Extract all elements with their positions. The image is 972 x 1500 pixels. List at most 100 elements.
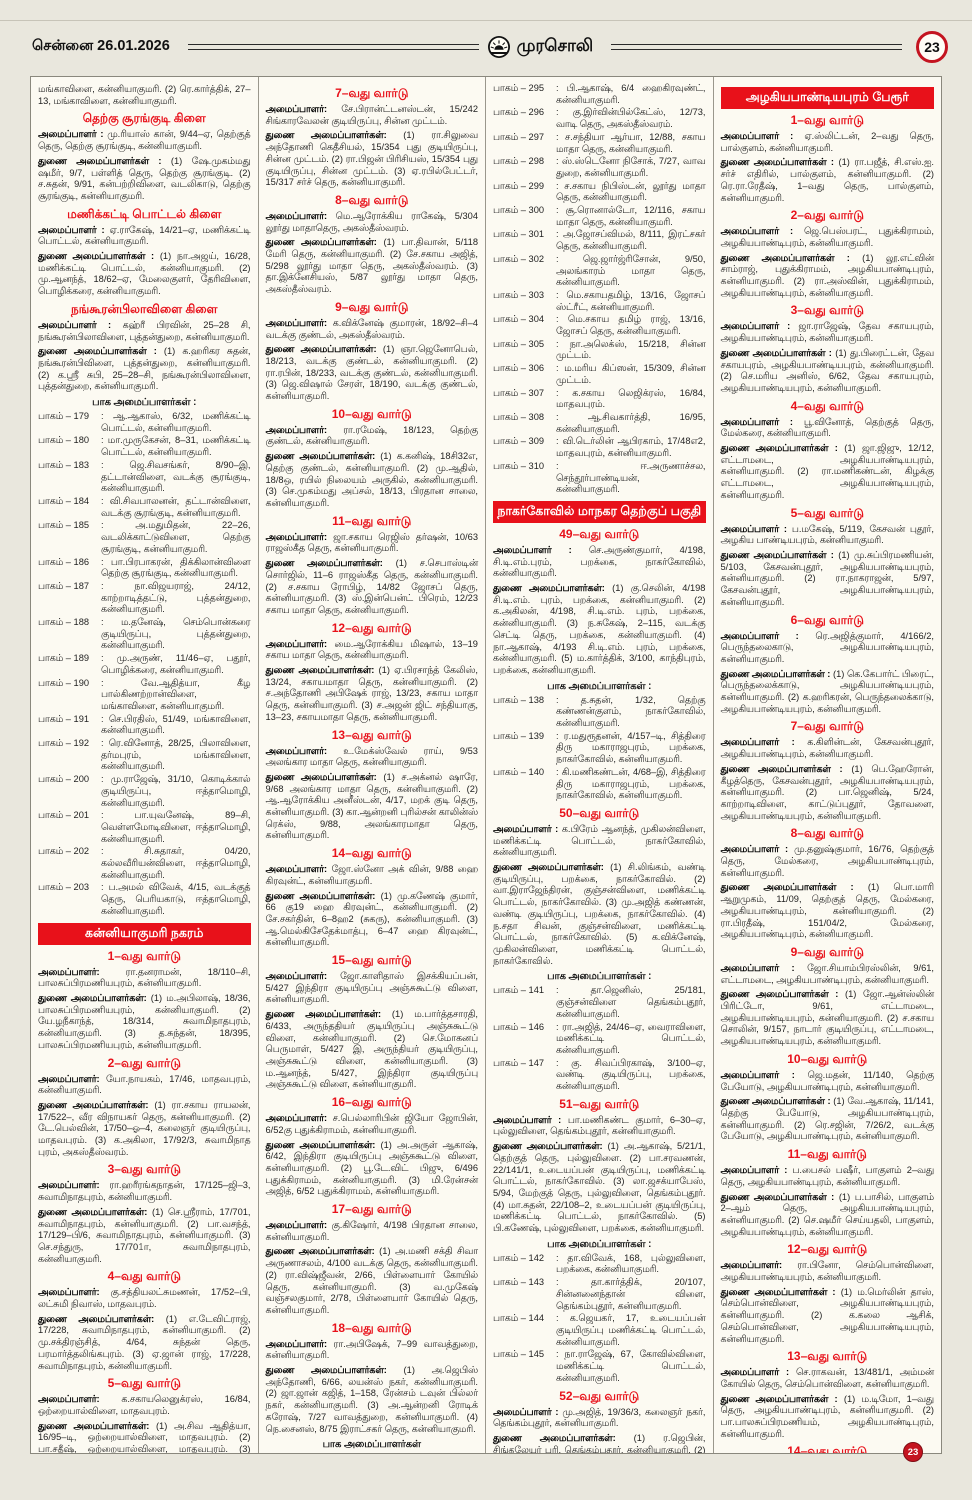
part-detail: : தா.ஜெனிஸ், 25/181, குஞ்சன்விளை தெங்கம்…: [556, 985, 706, 1019]
part-row: பாகம் – 183: ஜெ.சிவசங்கர், 8/90–இ, தட்டா…: [38, 460, 251, 495]
organizer-para: அமைப்பாளர்: ச.பெல்லாரிபின் ஜியோ ஜோபின், …: [265, 1113, 479, 1135]
organizer-label: துணை அமைப்பாளர்கள்:: [265, 1246, 375, 1257]
part-detail: : கு. சிவப்பிரகாஷ், 3/100–ஏ, வண்டி குடிய…: [556, 1057, 706, 1092]
part-detail: : செ.பிரதிஸ், 51/49, மங்காவிளை, கன்னியாக…: [101, 713, 251, 736]
organizer-para: அமைப்பாளர் : ஜோ.சியாம்பிரஸ்லின், 9/61, எ…: [720, 962, 935, 985]
part-detail: : அ.ஜோசப்விமல், 8/111, இரட்சகர் தெரு, கன…: [556, 229, 706, 252]
part-row: பாகம் – 307: க.சகாய லெஜிக்ரஸ், 16/84, மா…: [493, 388, 706, 411]
part-number: பாகம் – 296: [493, 107, 545, 118]
part-number: பாகம் – 297: [493, 131, 545, 142]
section-heading: 1–வது வார்டு: [790, 113, 864, 127]
part-organizers-subhead: பாக அமைப்பாளர்கள்: [322, 1439, 421, 1451]
organizer-para: அமைப்பாளர் : ரெ.அஜித்குமார், 4/166/2, பெ…: [720, 630, 935, 664]
part-detail: : மெ.சகாய தமிழ் ராஜ், 13/16, ஜோசப் தெரு,…: [556, 314, 706, 337]
organizer-label: அமைப்பாளர்:: [265, 424, 328, 435]
organizer-label: துணை அமைப்பாளர்கள்:: [38, 1420, 150, 1431]
organizer-label: அமைப்பாளர் :: [38, 129, 104, 140]
part-row: பாகம் – 300: சூ.ரொனால்டோ, 12/116, சகாய ம…: [493, 205, 706, 228]
organizer-para: அமைப்பாளர்: மெ.ஆரோக்கிய ராகேஷ், 5/304 லூ…: [265, 210, 479, 233]
organizer-label: அமைப்பாளர்:: [265, 864, 328, 875]
organizer-para: துணை அமைப்பாளர்கள்: (1) அ.ஆகாஷ், 5/21/1,…: [493, 1141, 706, 1234]
organizer-label: துணை அமைப்பாளர்கள்:: [265, 344, 377, 355]
part-number: பாகம் – 305: [493, 338, 545, 349]
organizer-para: அமைப்பாளர்: ஜா.சகாய ரெஜிஸ் தர்ஷன், 10/63…: [265, 531, 478, 554]
part-number: பாகம் – 299: [493, 180, 545, 191]
part-row: பாகம் – 200: மு.ராஜேஷ், 31/10, கொடிக்கால…: [38, 774, 251, 809]
part-row: பாகம் – 180: மா.முருகேசன், 8–31, மணிக்கட…: [38, 435, 251, 458]
organizer-label: துணை அமைப்பாளர்கள்:: [265, 558, 383, 569]
section-heading: 52–வது வார்டு: [559, 1388, 640, 1403]
news-column-4: அழகியபாண்டியபுரம் பேரூர் 1–வது வார்டு அமைப…: [714, 77, 942, 1453]
part-organizers-subhead: பாக அமைப்பாளர்கள் :: [547, 971, 652, 983]
organizer-label: அமைப்பாளர் :: [720, 1367, 790, 1378]
organizer-para: அமைப்பாளர்: ரா.ரமேஷ், 18/123, தெற்கு குண…: [265, 424, 478, 447]
page-number-badge: 23: [916, 31, 949, 63]
organizer-label: துணை அமைப்பாளர்கள் :: [720, 668, 831, 679]
section-heading: 51–வது வார்டு: [559, 1096, 640, 1111]
organizer-para: துணை அமைப்பாளர்கள்: (1) கு.செலின், 4/198…: [493, 583, 706, 675]
organizer-label: அமைப்பாளர் :: [720, 131, 794, 141]
organizer-label: அமைப்பாளர்:: [265, 104, 328, 114]
organizer-label: அமைப்பாளர்:: [265, 638, 328, 649]
part-number: பாகம் – 186: [38, 556, 90, 567]
part-detail: : அ.மதுமிதன், 22–26, வடலிக்காட்டுவிளை, த…: [101, 520, 251, 554]
organizer-label: அமைப்பாளர் :: [493, 544, 572, 555]
organizer-para: அமைப்பாளர்: யோ.நாயகம், 17/46, மாதவபுரம்,…: [38, 1073, 251, 1096]
organizer-label: துணை அமைப்பாளர்கள் :: [720, 549, 834, 560]
section-heading: 2–வது வார்டு: [790, 208, 864, 223]
organizer-para: துணை அமைப்பாளர்கள்: (1) அ.அருள் ஆகாஷ், 6…: [265, 1139, 479, 1197]
part-organizers-subhead: பாக அமைப்பாளர்கள் :: [92, 397, 197, 409]
part-row: பாகம் – 190: வே.ஆதித்யா, கீழ பால்கிணற்றா…: [38, 678, 251, 713]
part-detail: : மு.அருண், 11/46–ஏ, பதூர், பொழிக்கரை, க…: [101, 653, 251, 675]
organizer-label: அமைப்பாளர் :: [720, 844, 789, 855]
organizer-label: அமைப்பாளர்:: [265, 1113, 328, 1124]
section-heading: 5–வது வார்டு: [790, 505, 864, 520]
part-row: பாகம் – 146: ரா.அஜித், 24/46–ஏ, வைராவிளை…: [493, 1022, 706, 1057]
organizer-para: துணை அமைப்பாளர்கள்: (1) ச.செபாஸ்டின் சொர…: [265, 558, 479, 615]
organizer-label: துணை அமைப்பாளர்கள்:: [493, 1141, 603, 1152]
organizer-label: துணை அமைப்பாளர்கள் :: [720, 1393, 838, 1404]
section-heading: நங்கூரன்பிலாவிளை கிளை: [71, 301, 218, 316]
part-detail: : நா.அலெக்ஸ், 15/218, சின்ன முட்டம்.: [556, 338, 706, 361]
part-row: பாகம் – 296: கு.இர்வின்பில்கேட்ஸ், 12/73…: [493, 107, 706, 130]
part-detail: : பா.பிரபாகரன், திக்கிலான்விளை தெற்கு சூ…: [101, 556, 251, 579]
section-heading: மணிக்கட்டி பொட்டல் கிளை: [67, 206, 222, 221]
part-number: பாகம் – 142: [493, 1252, 545, 1263]
organizer-label: அமைப்பாளர் :: [720, 1069, 795, 1080]
organizer-label: துணை அமைப்பாளர்கள் :: [720, 347, 832, 358]
organizer-para: துணை அமைப்பாளர்கள் : (1) மு.சுப்பிரமணியன…: [720, 549, 935, 607]
organizer-para: அமைப்பாளர்: ரா.அபிஷேக், 7–99 வாவத்துறை, …: [265, 1338, 478, 1361]
part-number: பாகம் – 295: [493, 83, 545, 93]
part-number: பாகம் – 188: [38, 617, 90, 628]
organizer-label: துணை அமைப்பாளர்கள்:: [265, 130, 387, 141]
section-heading: 8–வது வார்டு: [790, 826, 864, 841]
section-heading: 11–வது வார்டு: [332, 513, 412, 528]
organizer-para: துணை அமைப்பாளர்கள் : (1) கெ.கேபார்ட் பிர…: [720, 668, 935, 714]
section-heading: 50–வது வார்டு: [559, 805, 640, 820]
part-number: பாகம் – 185: [38, 520, 90, 531]
organizer-para: துணை அமைப்பாளர்கள் : (1) பெ.ஹேரோன், கீழத…: [720, 763, 935, 821]
part-number: பாகம் – 144: [493, 1313, 545, 1324]
organizer-para: அமைப்பாளர் : செ.ராகவன், 13/481/1, அம்மன்…: [720, 1367, 935, 1389]
part-detail: : ம.தனேஷ், செம்பொன்கரை குடியிருப்பு, புத…: [101, 617, 251, 651]
section-heading: 15–வது வார்டு: [331, 953, 412, 968]
part-detail: : பி.ஆகாஷ், 6/4 ஹைகிரவுண்ட், கன்னியாகுமர…: [556, 83, 706, 105]
organizer-para: துணை அமைப்பாளர்கள்: (1) அ.மணி சக்தி சிவா…: [265, 1246, 479, 1315]
organizer-para: துணை அமைப்பாளர்கள் : (1) ஷே.முகம்மது ஷமீ…: [38, 155, 251, 201]
organizer-para: அமைப்பாளர்: மை.ஆரோக்கிய மிஷால், 13–19 சக…: [265, 638, 478, 661]
organizer-label: துணை அமைப்பாளர்கள்:: [265, 771, 377, 782]
organizer-para: அமைப்பாளர் : மு.தனுஷ்குமார், 16/76, தெற்…: [720, 844, 935, 878]
organizer-label: துணை அமைப்பாளர்கள் :: [720, 882, 854, 893]
part-number: பாகம் – 306: [493, 363, 545, 374]
organizer-label: அமைப்பாளர்:: [265, 745, 328, 756]
part-number: பாகம் – 202: [38, 846, 90, 857]
part-detail: : தா.கார்த்திக், 20/107, சின்னனைந்தான் வ…: [556, 1277, 706, 1311]
organizer-label: அமைப்பாளர் :: [720, 1165, 788, 1176]
organizer-label: துணை அமைப்பாளர்கள்:: [265, 890, 376, 901]
organizer-label: துணை அமைப்பாளர்கள்:: [265, 451, 376, 462]
organizer-para: அமைப்பாளர் : க.கிளின்டன், கேசவன்புதூர், …: [720, 737, 935, 760]
organizer-para: அமைப்பாளர் : ப.மகேஷ், 5/119, கேசவன் புதூ…: [720, 523, 935, 546]
organizer-para: துணை அமைப்பாளர்கள்: (1) சி.லிங்கம், வண்ட…: [493, 862, 706, 966]
organizer-para: அமைப்பாளர் : கஹ்ரீ பிரவின், 25–28 சி, நங…: [38, 319, 251, 342]
section-heading: 4–வது வார்டு: [107, 1269, 181, 1284]
